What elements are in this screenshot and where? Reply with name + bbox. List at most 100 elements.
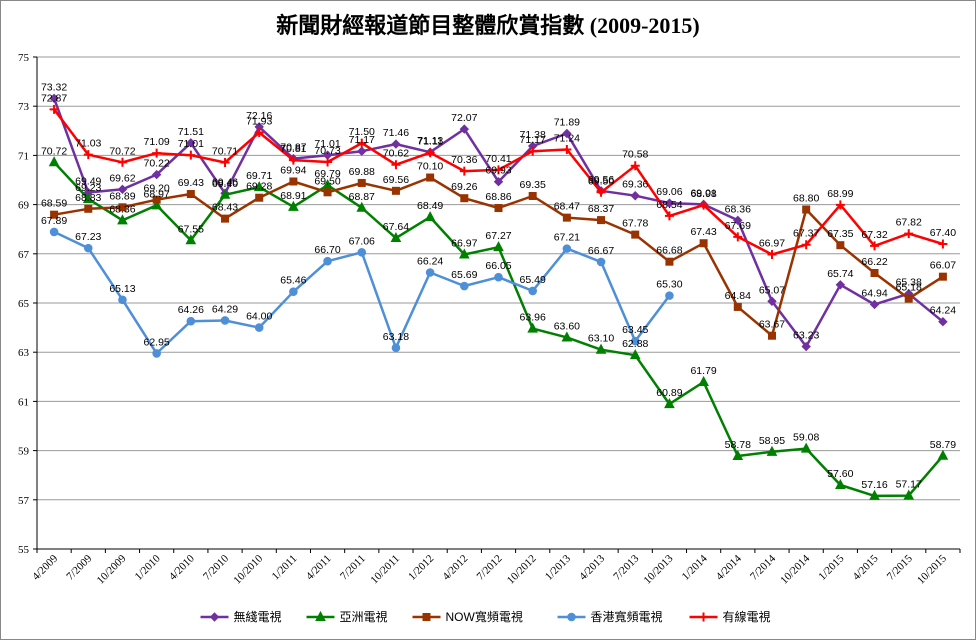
data-label: 69.49 [75, 176, 101, 188]
data-label: 70.72 [109, 145, 135, 157]
data-point [152, 195, 161, 204]
data-label: 68.86 [485, 191, 511, 203]
circle-marker [425, 268, 435, 277]
data-label: 63.45 [622, 324, 648, 336]
triangle-marker [458, 248, 470, 259]
data-point [938, 272, 947, 281]
square-marker [460, 194, 469, 203]
legend-label: 有線電視 [723, 609, 771, 624]
data-point [937, 449, 949, 460]
data-point [493, 177, 504, 187]
data-point [631, 230, 640, 239]
data-label: 69.79 [314, 168, 340, 180]
data-point [255, 193, 264, 202]
data-label: 69.36 [622, 179, 648, 191]
circle-marker [596, 257, 606, 267]
legend-label: 亞洲電視 [340, 609, 388, 624]
data-point [152, 349, 161, 358]
square-marker [767, 331, 776, 340]
data-point [254, 323, 264, 332]
data-label: 71.17 [349, 134, 375, 146]
circle-marker [49, 227, 59, 237]
data-label: 73.32 [41, 81, 67, 93]
x-tick-label: 7/2011 [338, 553, 368, 583]
data-point [49, 93, 59, 104]
data-point [664, 398, 675, 409]
square-marker [289, 177, 298, 186]
data-label: 65.30 [656, 279, 682, 291]
data-label: 66.70 [314, 244, 340, 256]
data-point [50, 210, 59, 219]
data-label: 65.38 [896, 277, 922, 289]
y-tick-label: 75 [18, 52, 30, 64]
data-point [595, 343, 607, 354]
data-label: 68.49 [417, 200, 443, 212]
data-label: 69.01 [690, 187, 716, 199]
data-label: 63.18 [383, 331, 409, 343]
plus-marker [699, 612, 708, 622]
data-label: 57.60 [827, 468, 853, 480]
plus-marker [664, 211, 674, 221]
data-point [494, 272, 503, 282]
triangle-marker [151, 199, 162, 210]
square-marker [938, 272, 947, 281]
data-point [733, 232, 743, 242]
triangle-marker [527, 322, 539, 333]
data-label: 67.55 [178, 223, 204, 235]
plus-marker [733, 232, 743, 242]
data-point [835, 478, 846, 490]
data-label: 58.95 [759, 435, 785, 447]
plus-marker [801, 240, 811, 250]
data-label: 71.09 [144, 136, 170, 148]
data-point [219, 188, 231, 199]
data-label: 67.21 [554, 232, 580, 244]
data-point [186, 138, 196, 148]
data-point [903, 489, 915, 500]
x-tick-label: 1/2013 [543, 552, 573, 582]
legend-item: 香港寬頻電視 [557, 609, 663, 624]
plus-marker [870, 241, 880, 251]
square-marker [802, 205, 811, 214]
circle-marker [391, 343, 401, 353]
data-label: 69.26 [451, 181, 477, 193]
data-label: 67.64 [383, 221, 409, 233]
data-label: 72.07 [451, 112, 477, 124]
data-point [630, 336, 640, 346]
x-tick-label: 10/2014 [778, 552, 812, 586]
data-point [630, 161, 640, 171]
data-point [460, 194, 469, 203]
data-point [391, 186, 400, 195]
data-point [391, 343, 401, 353]
x-tick-label: 10/2011 [368, 553, 402, 587]
data-label: 64.24 [930, 305, 956, 317]
diamond-marker [664, 198, 675, 208]
plus-marker [288, 155, 298, 165]
data-label: 67.89 [41, 215, 67, 227]
data-label: 61.79 [690, 365, 716, 377]
data-label: 66.07 [930, 260, 956, 272]
data-label: 65.74 [827, 268, 853, 280]
data-point [425, 148, 435, 158]
data-point [904, 229, 914, 239]
data-point [49, 104, 59, 114]
y-tick-label: 61 [18, 396, 29, 408]
data-point [118, 203, 127, 212]
data-label: 68.98 [690, 188, 716, 200]
data-point [323, 256, 332, 266]
data-point [733, 302, 742, 311]
square-marker [836, 241, 845, 250]
series-lines [48, 93, 949, 500]
data-label: 66.67 [588, 245, 614, 257]
data-point [117, 157, 127, 167]
x-tick-label: 7/2012 [475, 553, 505, 583]
data-point [357, 146, 367, 156]
diamond-marker [630, 191, 640, 201]
circle-marker [562, 244, 572, 253]
x-tick-label: 7/2015 [885, 552, 915, 582]
y-tick-label: 57 [18, 495, 30, 507]
triangle-marker [288, 200, 299, 211]
data-label: 58.79 [930, 439, 956, 451]
data-label: 68.43 [212, 202, 238, 214]
x-tick-label: 4/2011 [304, 553, 334, 583]
